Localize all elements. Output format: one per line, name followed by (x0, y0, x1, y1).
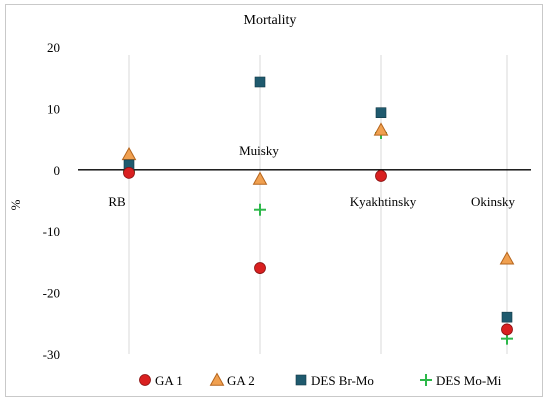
grid-layer (128, 55, 508, 354)
legend-marker-2 (295, 374, 307, 386)
legend-marker-3 (420, 374, 432, 386)
y-tick-label: 20 (47, 40, 60, 55)
legend-label-1: GA 2 (227, 373, 255, 388)
y-tick-label: -30 (43, 347, 60, 362)
axis-layer: 20 10 0 -10 -20 -30 (43, 40, 531, 362)
chart-frame: Mortality % 20 10 0 -10 -20 -30 RB Muisky Kyakh… (5, 4, 543, 397)
point-ga-1-3 (501, 323, 513, 336)
category-label-layer: RB Muisky Kyakhtinsky Okinsky (108, 143, 515, 209)
category-label-2: Kyakhtinsky (350, 194, 417, 209)
point-ga-1-1 (254, 262, 266, 274)
category-label-1: Muisky (239, 143, 279, 158)
legend-marker-0 (139, 374, 151, 386)
y-tick-label: 0 (54, 163, 61, 178)
point-ga-1-0 (123, 166, 135, 179)
legend: GA 1 GA 2 DES Br-Mo DES Mo-Mi (139, 372, 502, 388)
chart-svg: Mortality % 20 10 0 -10 -20 -30 RB Muisky Kyakh… (8, 13, 531, 388)
chart-title: Mortality (244, 13, 297, 28)
point-des-mo-mi-1 (254, 203, 266, 216)
y-tick-label: -10 (43, 224, 60, 239)
legend-label-3: DES Mo-Mi (436, 373, 502, 388)
point-layer (121, 76, 515, 345)
category-label-3: Okinsky (471, 194, 516, 209)
point-ga-2-2 (373, 122, 389, 136)
point-ga-2-0 (121, 146, 137, 161)
point-des-br-mo-1 (254, 76, 266, 88)
y-tick-label: 10 (47, 101, 60, 116)
legend-label-2: DES Br-Mo (311, 373, 374, 388)
point-ga-1-2 (375, 170, 387, 182)
y-tick-label: -20 (43, 286, 60, 301)
legend-label-0: GA 1 (155, 373, 183, 388)
point-ga-2-3 (499, 251, 515, 265)
legend-marker-1 (209, 372, 225, 386)
y-axis-label: % (8, 199, 23, 210)
category-label-0: RB (108, 194, 126, 209)
point-des-br-mo-2 (375, 107, 387, 118)
point-ga-2-1 (252, 171, 268, 185)
point-des-br-mo-3 (501, 311, 513, 323)
